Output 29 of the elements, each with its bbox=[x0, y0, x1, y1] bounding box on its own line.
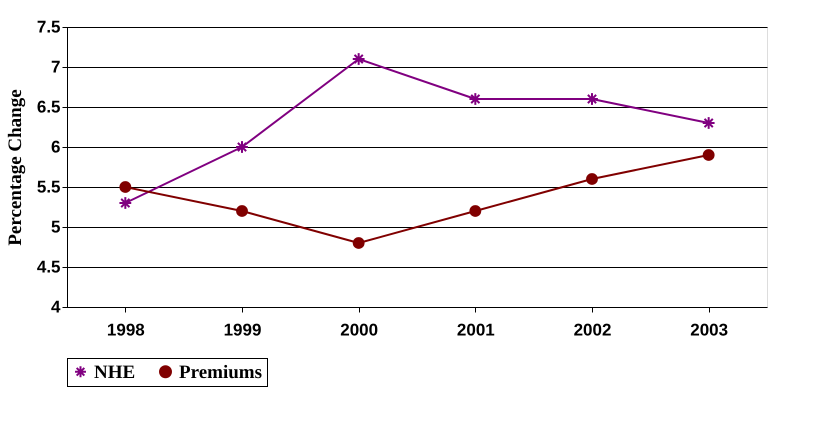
point bbox=[702, 149, 715, 161]
point bbox=[235, 140, 249, 154]
y-tick-label: 7.5 bbox=[36, 18, 60, 36]
point bbox=[585, 92, 599, 106]
y-axis-title: Percentage Change bbox=[4, 89, 26, 246]
x-tick-label: 2001 bbox=[456, 320, 495, 340]
point bbox=[352, 237, 365, 249]
y-tick-label: 5.5 bbox=[36, 178, 60, 196]
point bbox=[118, 196, 132, 210]
y-tick-label: 4.5 bbox=[36, 258, 60, 276]
point bbox=[468, 92, 482, 106]
x-tick-label: 1998 bbox=[106, 320, 145, 340]
legend-label: Premiums bbox=[179, 362, 262, 383]
y-tick-label: 6.5 bbox=[36, 98, 60, 116]
point bbox=[119, 181, 132, 193]
y-tick-label: 4 bbox=[51, 298, 62, 316]
y-tick-label: 7 bbox=[51, 58, 60, 76]
x-tick-label: 2003 bbox=[690, 320, 728, 340]
x-tick-label: 2002 bbox=[574, 320, 612, 340]
y-tick-label: 6 bbox=[51, 138, 60, 156]
y-tick-label: 5 bbox=[51, 218, 60, 236]
point bbox=[236, 205, 248, 217]
legend-label: NHE bbox=[94, 362, 136, 383]
point bbox=[469, 205, 482, 217]
x-tick-label: 2000 bbox=[340, 320, 378, 340]
point bbox=[586, 173, 598, 185]
point bbox=[702, 116, 716, 130]
point bbox=[352, 52, 366, 66]
x-tick-label: 1999 bbox=[224, 320, 262, 340]
